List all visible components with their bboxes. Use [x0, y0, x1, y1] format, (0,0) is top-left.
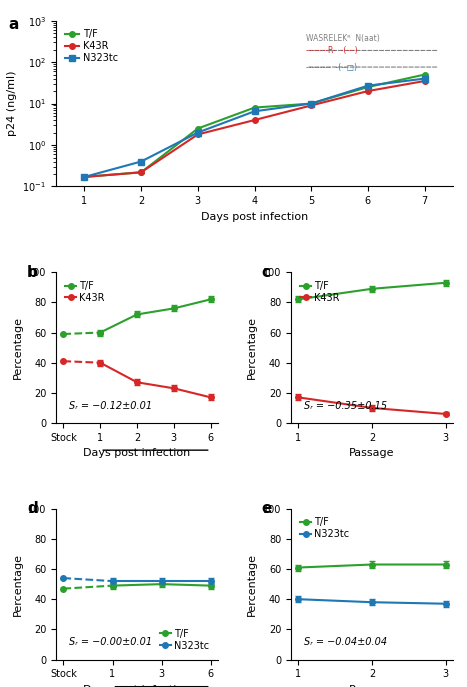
Text: c: c [262, 264, 271, 280]
T/F [252, 104, 257, 112]
X-axis label: Days post infection: Days post infection [84, 449, 191, 458]
K43R [82, 173, 87, 181]
K43R [308, 101, 314, 109]
K43R [138, 168, 144, 177]
Text: Sᵣ = −0.00±0.01: Sᵣ = −0.00±0.01 [69, 638, 152, 647]
T/F [138, 168, 144, 177]
Y-axis label: Percentage: Percentage [13, 316, 22, 379]
Line: T/F: T/F [82, 71, 427, 180]
Text: WASRELEKᴿ  N(aat): WASRELEKᴿ N(aat) [306, 34, 380, 43]
T/F [422, 71, 427, 79]
K43R [252, 116, 257, 124]
Y-axis label: Percentage: Percentage [248, 316, 257, 379]
Text: Sᵣ = −0.12±0.01: Sᵣ = −0.12±0.01 [69, 401, 152, 411]
Y-axis label: p24 (ng/ml): p24 (ng/ml) [7, 71, 17, 136]
Text: Sᵣ = −0.35±0.15: Sᵣ = −0.35±0.15 [304, 401, 387, 411]
Text: e: e [262, 502, 272, 516]
N323tc [195, 128, 201, 137]
Legend: T/F, N323tc: T/F, N323tc [296, 514, 354, 543]
Line: N323tc: N323tc [82, 76, 427, 180]
Y-axis label: Percentage: Percentage [13, 552, 22, 616]
Legend: T/F, K43R, N323tc: T/F, K43R, N323tc [61, 25, 122, 67]
T/F [195, 124, 201, 133]
T/F [82, 173, 87, 181]
Text: ---------  -(--□): --------- -(--□) [306, 63, 357, 71]
N323tc [138, 157, 144, 166]
X-axis label: Days post infection: Days post infection [84, 685, 191, 687]
N323tc [422, 74, 427, 82]
N323tc [365, 82, 371, 90]
Text: Sᵣ = −0.04±0.04: Sᵣ = −0.04±0.04 [304, 638, 387, 647]
X-axis label: Passage: Passage [349, 449, 395, 458]
Text: b: b [27, 264, 38, 280]
Text: --------R-  -(---): --------R- -(---) [306, 46, 358, 55]
X-axis label: Days post infection: Days post infection [201, 212, 308, 222]
Legend: T/F, K43R: T/F, K43R [296, 277, 344, 307]
N323tc [252, 107, 257, 115]
K43R [195, 131, 201, 139]
Text: a: a [8, 17, 19, 32]
Legend: T/F, K43R: T/F, K43R [61, 277, 109, 307]
Line: K43R: K43R [82, 78, 427, 180]
Text: d: d [27, 502, 38, 516]
K43R [365, 87, 371, 95]
Y-axis label: Percentage: Percentage [248, 552, 257, 616]
N323tc [82, 173, 87, 181]
Legend: T/F, N323tc: T/F, N323tc [156, 625, 213, 655]
T/F [308, 100, 314, 108]
N323tc [308, 100, 314, 108]
X-axis label: Passage: Passage [349, 685, 395, 687]
T/F [365, 83, 371, 91]
K43R [422, 77, 427, 85]
